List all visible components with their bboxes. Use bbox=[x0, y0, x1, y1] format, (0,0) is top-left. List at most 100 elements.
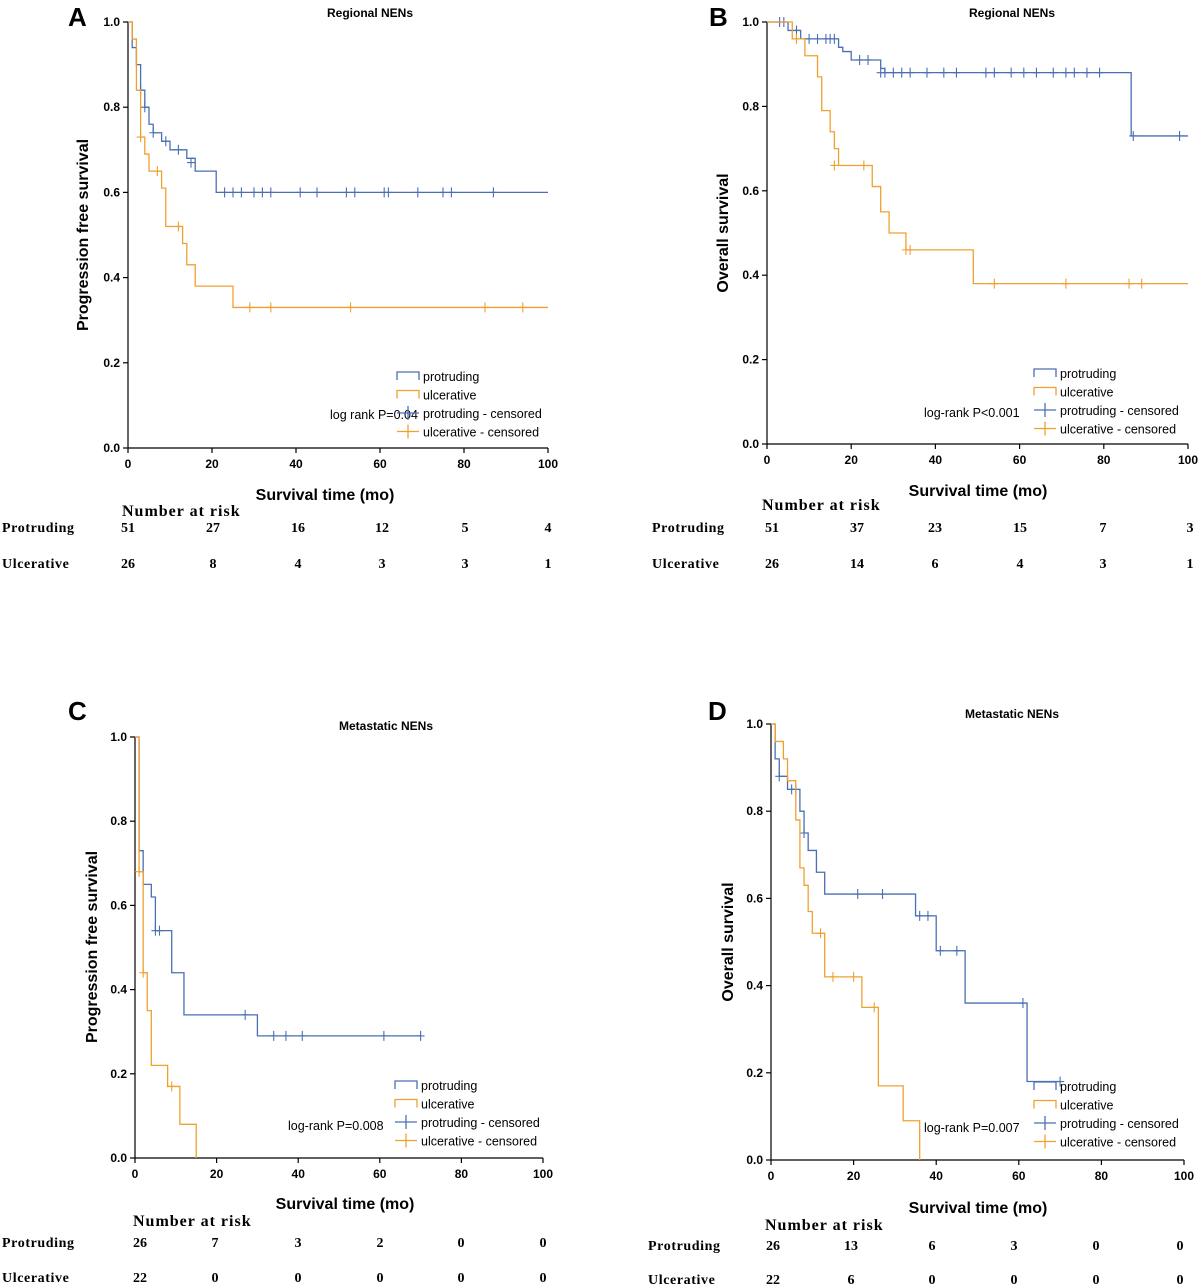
y-tick-label: 0.6 bbox=[103, 185, 120, 199]
ulcerative-censor-mark bbox=[174, 221, 183, 232]
x-axis-label: Survival time (mo) bbox=[256, 487, 395, 504]
legend-censor-icon bbox=[1034, 403, 1056, 417]
risk-row-label-protruding: Protruding bbox=[2, 521, 75, 536]
risk-row-label-protruding: Protruding bbox=[2, 1236, 75, 1251]
x-tick-label: 20 bbox=[205, 457, 219, 471]
x-tick-label: 80 bbox=[1097, 453, 1111, 467]
x-tick-label: 0 bbox=[764, 453, 771, 467]
risk-count-ulcerative: 0 bbox=[540, 1271, 547, 1286]
protruding-censor-mark bbox=[298, 1030, 307, 1041]
protruding-censor-mark bbox=[792, 25, 801, 36]
ulcerative-censor-mark bbox=[518, 302, 527, 313]
risk-row-label-ulcerative: Ulcerative bbox=[2, 1271, 69, 1286]
legend-line-icon bbox=[1033, 1081, 1057, 1090]
ulcerative-censor-mark bbox=[139, 967, 148, 978]
protruding-censor-mark bbox=[889, 67, 898, 78]
protruding-censor-mark bbox=[229, 187, 237, 198]
legend-label: ulcerative - censored bbox=[1060, 423, 1176, 437]
risk-count-ulcerative: 0 bbox=[1011, 1273, 1018, 1286]
risk-count-ulcerative: 0 bbox=[1177, 1273, 1184, 1286]
y-tick-label: 0.0 bbox=[103, 441, 120, 455]
protruding-censor-mark bbox=[1070, 67, 1079, 78]
risk-count-ulcerative: 22 bbox=[766, 1273, 780, 1286]
protruding-censor-mark bbox=[413, 187, 422, 198]
panel-A: A Regional NENs 0 20 40 60 80 100 0.0 0.2 0.4 0.6 0.… bbox=[2, 2, 558, 572]
legend-line-icon bbox=[1033, 1099, 1057, 1109]
protruding-censor-mark bbox=[350, 187, 359, 198]
ulcerative-censor-mark bbox=[859, 160, 868, 171]
y-tick-label: 0.2 bbox=[110, 1067, 127, 1081]
legend-label: ulcerative bbox=[423, 389, 477, 403]
legend-censor-icon bbox=[1034, 421, 1056, 436]
legend-label: ulcerative - censored bbox=[421, 1135, 537, 1149]
protruding-censor-mark bbox=[922, 67, 931, 78]
risk-table-header: Number at risk bbox=[133, 1213, 252, 1230]
legend-label: ulcerative - censored bbox=[1060, 1136, 1176, 1150]
x-tick-label: 100 bbox=[1178, 453, 1198, 467]
x-tick-label: 60 bbox=[373, 1167, 387, 1181]
protruding-censor-mark bbox=[981, 67, 990, 78]
risk-count-protruding: 0 bbox=[1177, 1239, 1184, 1254]
protruding-censor-mark bbox=[1061, 67, 1070, 78]
x-tick-label: 20 bbox=[847, 1169, 861, 1183]
protruding-censor-mark bbox=[447, 187, 456, 198]
y-tick-label: 1.0 bbox=[103, 15, 120, 29]
protruding-censor-mark bbox=[250, 187, 258, 198]
ulcerative-survival-line bbox=[128, 21, 548, 309]
risk-table-header: Number at risk bbox=[765, 1217, 884, 1234]
x-tick-label: 60 bbox=[373, 457, 387, 471]
x-tick-label: 40 bbox=[930, 1169, 944, 1183]
x-tick-label: 0 bbox=[132, 1167, 139, 1181]
ulcerative-survival-line bbox=[135, 736, 197, 1158]
log-rank-annotation: log-rank P=0.008 bbox=[288, 1119, 384, 1133]
legend-line-icon bbox=[396, 389, 420, 399]
y-axis-label: Progression free survival bbox=[75, 139, 92, 331]
ulcerative-censor-mark bbox=[167, 1081, 176, 1092]
y-tick-label: 0.2 bbox=[742, 353, 759, 367]
ulcerative-censor-mark bbox=[990, 278, 999, 289]
protruding-censor-mark bbox=[140, 102, 149, 113]
protruding-censor-mark bbox=[1056, 1076, 1065, 1087]
protruding-censor-mark bbox=[1082, 67, 1091, 78]
risk-row-label-ulcerative: Ulcerative bbox=[2, 557, 69, 572]
risk-count-protruding: 51 bbox=[765, 521, 779, 536]
protruding-censor-mark bbox=[220, 187, 229, 198]
risk-count-protruding: 3 bbox=[1011, 1239, 1018, 1254]
log-rank-annotation: log rank P=0.04 bbox=[330, 408, 418, 422]
risk-count-protruding: 3 bbox=[1187, 521, 1194, 536]
risk-count-protruding: 3 bbox=[295, 1236, 302, 1251]
ulcerative-censor-mark bbox=[1125, 278, 1134, 289]
protruding-censor-mark bbox=[313, 187, 321, 198]
protruding-censor-mark bbox=[1049, 67, 1058, 78]
risk-row-label-protruding: Protruding bbox=[648, 1239, 721, 1254]
risk-count-protruding: 0 bbox=[1093, 1239, 1100, 1254]
ulcerative-censor-mark bbox=[153, 166, 162, 177]
ulcerative-censor-mark bbox=[849, 971, 858, 982]
legend-label: protruding bbox=[1060, 367, 1116, 381]
y-axis-label: Overall survival bbox=[715, 173, 732, 292]
chart-title: Metastatic NENs bbox=[965, 707, 1059, 721]
ulcerative-censor-mark bbox=[828, 971, 837, 982]
protruding-censor-mark bbox=[923, 910, 932, 921]
x-tick-label: 100 bbox=[1174, 1169, 1194, 1183]
ulcerative-censor-mark bbox=[245, 302, 254, 313]
risk-row-label-protruding: Protruding bbox=[652, 521, 725, 536]
risk-count-ulcerative: 3 bbox=[379, 557, 386, 572]
protruding-censor-mark bbox=[1095, 67, 1104, 78]
y-tick-label: 0.6 bbox=[746, 891, 763, 905]
x-tick-label: 80 bbox=[455, 1167, 469, 1181]
risk-count-protruding: 16 bbox=[291, 521, 305, 536]
risk-count-protruding: 51 bbox=[121, 521, 135, 536]
protruding-censor-mark bbox=[915, 910, 924, 921]
risk-row-label-ulcerative: Ulcerative bbox=[652, 557, 719, 572]
x-tick-label: 0 bbox=[768, 1169, 775, 1183]
y-tick-label: 0.4 bbox=[742, 268, 759, 282]
risk-count-protruding: 0 bbox=[540, 1236, 547, 1251]
protruding-censor-mark bbox=[1175, 130, 1184, 141]
panel-letter: A bbox=[68, 2, 87, 32]
legend-label: ulcerative bbox=[1060, 386, 1114, 400]
y-axis-label: Progression free survival bbox=[84, 851, 101, 1043]
protruding-censor-mark bbox=[258, 187, 267, 198]
ulcerative-censor-mark bbox=[135, 866, 144, 877]
